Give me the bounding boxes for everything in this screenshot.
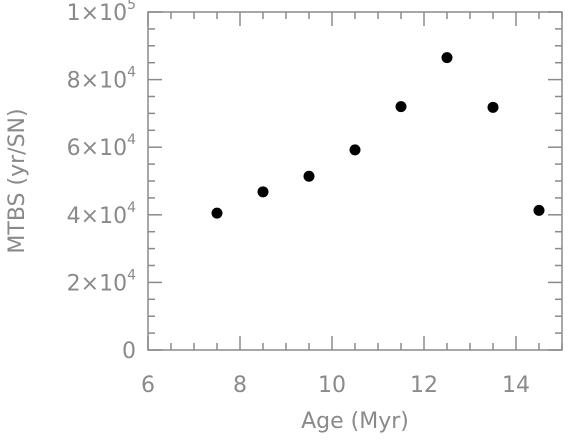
data-point — [303, 170, 315, 182]
data-point — [487, 101, 499, 113]
data-point — [257, 186, 269, 198]
x-tick-label: 12 — [410, 373, 438, 398]
y-tick-label: 1×105 — [67, 0, 136, 26]
y-axis-ticks: 0 2×104 4×104 6×104 8×104 1×105 — [67, 0, 562, 364]
x-tick-label: 8 — [233, 373, 247, 398]
x-tick-label: 6 — [141, 373, 155, 398]
y-axis-title: MTBS (yr/SN) — [5, 108, 30, 253]
x-axis-title: Age (Myr) — [301, 409, 409, 434]
x-axis-ticks: 6 8 10 12 14 — [141, 12, 563, 398]
x-tick-label: 14 — [502, 373, 530, 398]
data-points — [211, 52, 545, 219]
data-point — [533, 204, 545, 216]
y-tick-label: 2×104 — [67, 267, 136, 296]
y-tick-label: 4×104 — [67, 200, 136, 229]
y-tick-label: 6×104 — [67, 132, 136, 161]
data-point — [349, 144, 361, 156]
data-point — [441, 52, 453, 64]
plot-frame — [147, 11, 563, 351]
data-point — [211, 207, 223, 219]
y-tick-label: 8×104 — [67, 65, 136, 94]
data-point — [395, 101, 407, 113]
x-tick-label: 10 — [318, 373, 346, 398]
y-tick-label: 0 — [122, 339, 136, 364]
